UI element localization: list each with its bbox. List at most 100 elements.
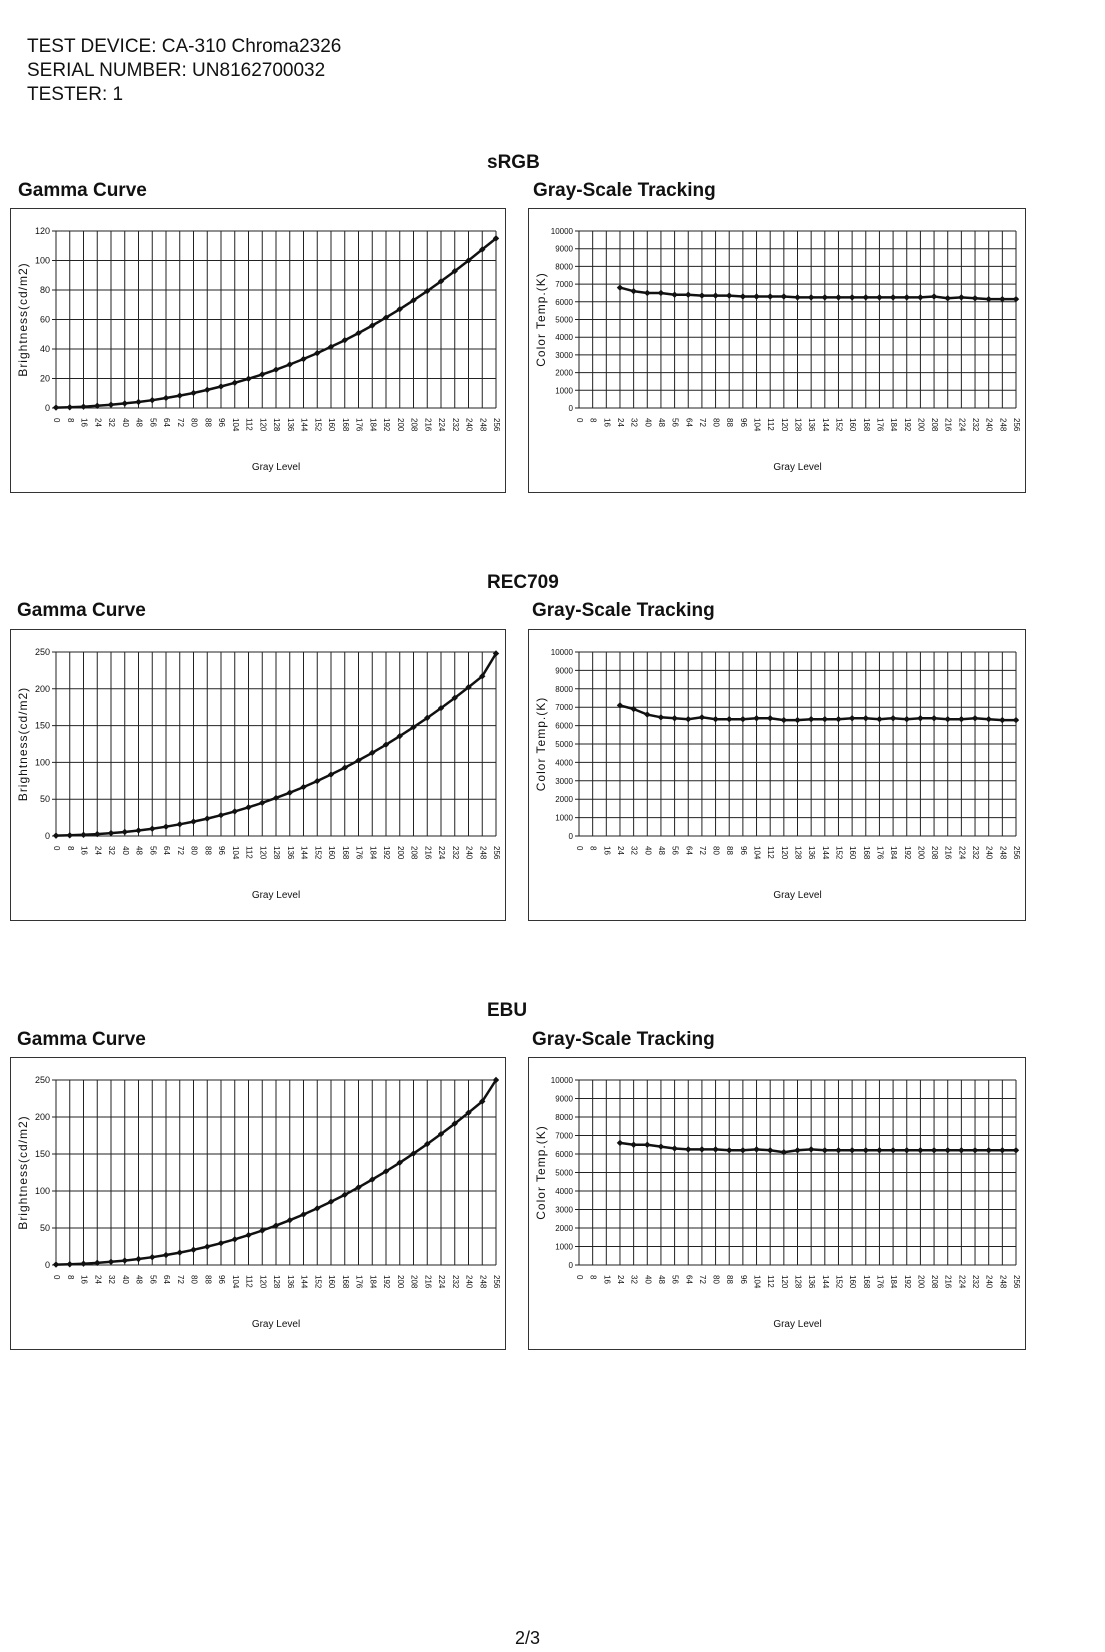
gray-chart-rec709: 0 1000 2000 3000 4000 5000 6000 7000 8000 9000 100… (528, 629, 1026, 921)
x-tick-label: 56 (148, 1275, 157, 1284)
data-point (753, 293, 760, 300)
y-tick-label: 100 (35, 1186, 50, 1196)
x-tick-label: 192 (903, 846, 912, 860)
x-tick-label: 48 (657, 1275, 666, 1284)
data-point (971, 295, 979, 302)
x-tick-label: 32 (630, 418, 639, 427)
data-point (712, 715, 719, 723)
data-point (903, 1147, 910, 1154)
data-point (66, 404, 73, 411)
x-tick-label: 176 (355, 846, 364, 860)
y-axis-label: Color Temp.(K) (534, 1125, 548, 1219)
data-point (162, 823, 170, 830)
x-tick-label: 64 (162, 846, 171, 855)
x-tick-label: 88 (203, 1275, 212, 1284)
data-point (807, 715, 815, 723)
gamma-title-srgb: Gamma Curve (18, 180, 147, 201)
y-tick-label: 2000 (555, 795, 573, 804)
data-point (903, 715, 910, 723)
gamma-chart-rec709: 0 50 100 150 200 250 0 8 16 24 32 40 48 56 64 72 80 88 96 1… (10, 629, 506, 921)
data-point (739, 715, 747, 723)
data-point (971, 1147, 979, 1154)
data-point (80, 403, 87, 410)
data-point (889, 1147, 897, 1154)
y-tick-label: 6000 (555, 298, 573, 307)
data-point (135, 1255, 142, 1263)
data-point (217, 383, 225, 390)
x-tick-label: 80 (190, 418, 199, 427)
data-point (835, 294, 842, 301)
data-point (876, 294, 883, 301)
data-point (272, 794, 280, 802)
data-point (958, 1147, 965, 1154)
data-point (630, 705, 637, 713)
x-tick-label: 56 (671, 418, 680, 427)
x-tick-label: 208 (930, 418, 939, 432)
x-tick-label: 80 (712, 1275, 721, 1284)
data-point (410, 297, 417, 304)
x-tick-label: 256 (492, 1275, 501, 1289)
data-point (876, 1147, 883, 1154)
x-tick-label: 168 (862, 418, 871, 432)
y-tick-label: 50 (40, 794, 50, 804)
x-axis-label: Gray Level (773, 462, 821, 473)
x-tick-label: 192 (382, 846, 391, 860)
data-point (286, 1217, 293, 1224)
y-tick-label: 0 (45, 403, 50, 413)
y-tick-label: 120 (35, 226, 50, 236)
data-point (272, 366, 280, 373)
data-point (753, 715, 760, 722)
data-point (204, 1243, 211, 1250)
x-tick-label: 80 (712, 418, 721, 427)
data-point (66, 1261, 73, 1268)
series-line (619, 1141, 1016, 1154)
data-point (821, 294, 829, 301)
x-tick-label: 96 (739, 1275, 748, 1284)
x-tick-label: 112 (245, 846, 254, 859)
data-point (917, 1147, 924, 1154)
data-point (726, 715, 733, 723)
x-tick-label: 40 (643, 846, 652, 855)
x-tick-label: 32 (630, 846, 639, 855)
x-tick-label: 176 (875, 1275, 884, 1289)
gray-chart-ebu: 0 1000 2000 3000 4000 5000 6000 7000 8000 9000 100… (528, 1057, 1026, 1350)
x-tick-label: 192 (382, 418, 391, 432)
x-axis-label: Gray Level (252, 462, 300, 473)
x-tick-label: 240 (465, 418, 474, 432)
gamma-title-rec709: Gamma Curve (17, 600, 146, 621)
data-point (698, 292, 706, 299)
data-point (107, 401, 115, 408)
data-point (355, 1184, 362, 1191)
x-tick-label: 96 (217, 1275, 226, 1284)
x-tick-label: 168 (341, 418, 350, 432)
data-point (616, 1139, 624, 1147)
x-tick-label: 56 (148, 846, 157, 855)
x-tick-label: 120 (258, 1275, 267, 1289)
x-tick-label: 128 (794, 1275, 803, 1289)
y-axis-label: Brightness(cd/m2) (16, 687, 30, 801)
y-tick-label: 6000 (555, 1150, 573, 1159)
y-tick-label: 5000 (555, 316, 573, 325)
data-point (149, 1253, 156, 1261)
x-tick-label: 80 (190, 846, 199, 855)
x-tick-label: 176 (875, 418, 884, 432)
x-tick-label: 104 (231, 846, 240, 860)
data-point (644, 289, 651, 297)
data-point (766, 715, 774, 722)
x-tick-label: 136 (807, 1275, 816, 1289)
x-tick-label: 144 (821, 418, 830, 432)
serial-number-label: SERIAL NUMBER: UN8162700032 (27, 60, 326, 81)
data-point (121, 1257, 128, 1264)
data-point (780, 1148, 788, 1156)
data-point (135, 398, 142, 406)
x-tick-label: 168 (862, 846, 871, 860)
x-tick-label: 8 (589, 846, 598, 851)
data-point (52, 832, 60, 839)
data-point (327, 1198, 335, 1205)
data-point (245, 1231, 252, 1239)
data-point (204, 815, 211, 822)
x-tick-label: 224 (957, 418, 966, 432)
data-point (341, 336, 348, 344)
data-point (437, 1130, 445, 1138)
x-tick-label: 152 (834, 1275, 843, 1289)
